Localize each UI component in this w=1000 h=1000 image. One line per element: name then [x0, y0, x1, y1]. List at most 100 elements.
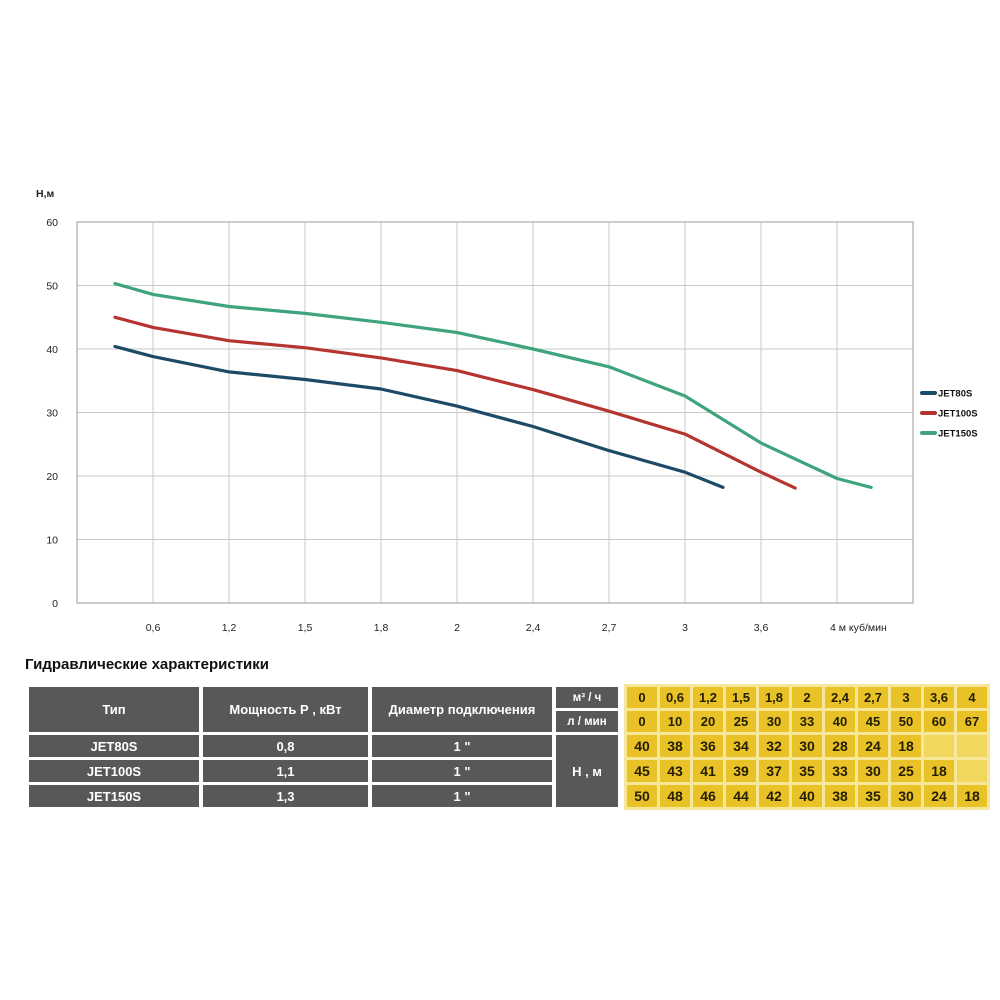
head-value-cell: 24 — [858, 735, 888, 757]
head-value-cell: 45 — [627, 760, 657, 782]
head-value-cell: 46 — [693, 785, 723, 807]
head-value-cell: 32 — [759, 735, 789, 757]
pump-type: JET150S — [29, 785, 199, 807]
flow-lmin-cell: 30 — [759, 711, 789, 732]
head-value-cell: 41 — [693, 760, 723, 782]
y-tick-label: 60 — [46, 217, 58, 229]
legend-label-JET80S: JET80S — [938, 389, 972, 400]
pump-diameter: 1 " — [372, 785, 552, 807]
col-header-diameter: Диаметр подключения — [372, 687, 552, 732]
table-row: Тип Мощность Р , кВт Диаметр подключения м³… — [29, 687, 618, 732]
flow-lmin-cell: 25 — [726, 711, 756, 732]
unit-lmin: л / мин — [556, 711, 618, 732]
table-row: л / мин — [29, 711, 618, 732]
col-header-power: Мощность Р , кВт — [203, 687, 368, 732]
table-row: JET150S 1,3 1 " — [29, 785, 618, 807]
x-tick-label: 1,2 — [222, 622, 237, 634]
legend-label-JET100S: JET100S — [938, 409, 978, 420]
unit-m3h: м³ / ч — [556, 687, 618, 708]
x-tick-label: 4 м куб/мин — [830, 622, 887, 634]
head-value-cell: 18 — [957, 785, 987, 807]
legend-label-JET150S: JET150S — [938, 429, 978, 440]
flow-m3h-cell: 2 — [792, 687, 822, 708]
head-value-cell: 44 — [726, 785, 756, 807]
hydraulic-table: Тип Мощность Р , кВт Диаметр подключения м³… — [25, 684, 990, 810]
pump-power: 0,8 — [203, 735, 368, 757]
flow-m3h-cell: 2,4 — [825, 687, 855, 708]
pump-curves-chart: 0 10 20 30 40 50 60 Н,м 0,6 1,2 1,5 1,8 2 2,4 2,7 3 3,6 4… — [36, 188, 978, 634]
flow-m3h-cell: 1,5 — [726, 687, 756, 708]
table-row: JET80S 0,8 1 " Н , м — [29, 735, 618, 807]
head-value-cell — [957, 735, 987, 757]
spec-table-left: Тип Мощность Р , кВт Диаметр подключения м³… — [25, 684, 622, 810]
head-value-cell — [924, 735, 954, 757]
x-tick-label: 2 — [454, 622, 460, 634]
head-value-cell: 42 — [759, 785, 789, 807]
pump-type: JET80S — [29, 735, 199, 757]
head-value-cell: 37 — [759, 760, 789, 782]
flow-lmin-cell: 40 — [825, 711, 855, 732]
curve-JET100S — [113, 315, 797, 490]
flow-m3h-cell: 4 — [957, 687, 987, 708]
x-tick-label: 3 — [682, 622, 688, 634]
head-value-cell: 35 — [858, 785, 888, 807]
head-value-cell: 33 — [825, 760, 855, 782]
head-value-cell: 18 — [924, 760, 954, 782]
curve-JET150S — [113, 282, 873, 489]
flow-m3h-cell: 2,7 — [858, 687, 888, 708]
table-row: 45 43 41 39 37 35 33 30 25 18 — [627, 760, 987, 782]
flow-m3h-cell: 1,2 — [693, 687, 723, 708]
y-axis-title: Н,м — [36, 188, 55, 200]
spec-table-values: 0 0,6 1,2 1,5 1,8 2 2,4 2,7 3 3,6 4 0 10 20 25 30 33 40 45… — [624, 684, 990, 810]
head-value-cell: 40 — [792, 785, 822, 807]
curve-JET80S — [113, 344, 725, 489]
table-row: 40 38 36 34 32 30 28 24 18 — [627, 735, 987, 757]
head-value-cell: 34 — [726, 735, 756, 757]
y-tick-label: 40 — [46, 344, 58, 356]
table-row: 0 0,6 1,2 1,5 1,8 2 2,4 2,7 3 3,6 4 — [627, 687, 987, 708]
flow-lmin-cell: 50 — [891, 711, 921, 732]
y-tick-label: 10 — [46, 535, 58, 547]
table-row: JET100S 1,1 1 " — [29, 760, 618, 782]
head-value-cell: 36 — [693, 735, 723, 757]
y-tick-label: 50 — [46, 281, 58, 293]
y-tick-label: 30 — [46, 408, 58, 420]
flow-lmin-cell: 0 — [627, 711, 657, 732]
head-value-cell: 25 — [891, 760, 921, 782]
head-value-cell: 30 — [792, 735, 822, 757]
flow-m3h-cell: 0,6 — [660, 687, 690, 708]
x-tick-label: 3,6 — [754, 622, 769, 634]
head-value-cell: 39 — [726, 760, 756, 782]
x-tick-label: 1,8 — [374, 622, 389, 634]
pump-power: 1,3 — [203, 785, 368, 807]
head-value-cell: 28 — [825, 735, 855, 757]
table-row: 50 48 46 44 42 40 38 35 30 24 18 — [627, 785, 987, 807]
head-value-cell: 43 — [660, 760, 690, 782]
head-value-cell: 50 — [627, 785, 657, 807]
flow-lmin-cell: 33 — [792, 711, 822, 732]
head-value-cell: 35 — [792, 760, 822, 782]
flow-lmin-cell: 10 — [660, 711, 690, 732]
x-tick-label: 0,6 — [146, 622, 161, 634]
pump-type: JET100S — [29, 760, 199, 782]
flow-m3h-cell: 0 — [627, 687, 657, 708]
section-title: Гидравлические характеристики — [25, 656, 269, 673]
flow-m3h-cell: 1,8 — [759, 687, 789, 708]
head-value-cell: 30 — [891, 785, 921, 807]
head-value-cell: 40 — [627, 735, 657, 757]
plot-border — [76, 221, 914, 604]
x-tick-label: 1,5 — [298, 622, 313, 634]
head-value-cell: 24 — [924, 785, 954, 807]
unit-head: Н , м — [556, 735, 618, 807]
flow-lmin-cell: 45 — [858, 711, 888, 732]
head-value-cell — [957, 760, 987, 782]
flow-lmin-cell: 60 — [924, 711, 954, 732]
head-value-cell: 38 — [660, 735, 690, 757]
y-tick-label: 0 — [52, 598, 58, 610]
x-tick-label: 2,7 — [602, 622, 617, 634]
table-row: 0 10 20 25 30 33 40 45 50 60 67 — [627, 711, 987, 732]
pump-diameter: 1 " — [372, 735, 552, 757]
flow-m3h-cell: 3 — [891, 687, 921, 708]
head-value-cell: 30 — [858, 760, 888, 782]
